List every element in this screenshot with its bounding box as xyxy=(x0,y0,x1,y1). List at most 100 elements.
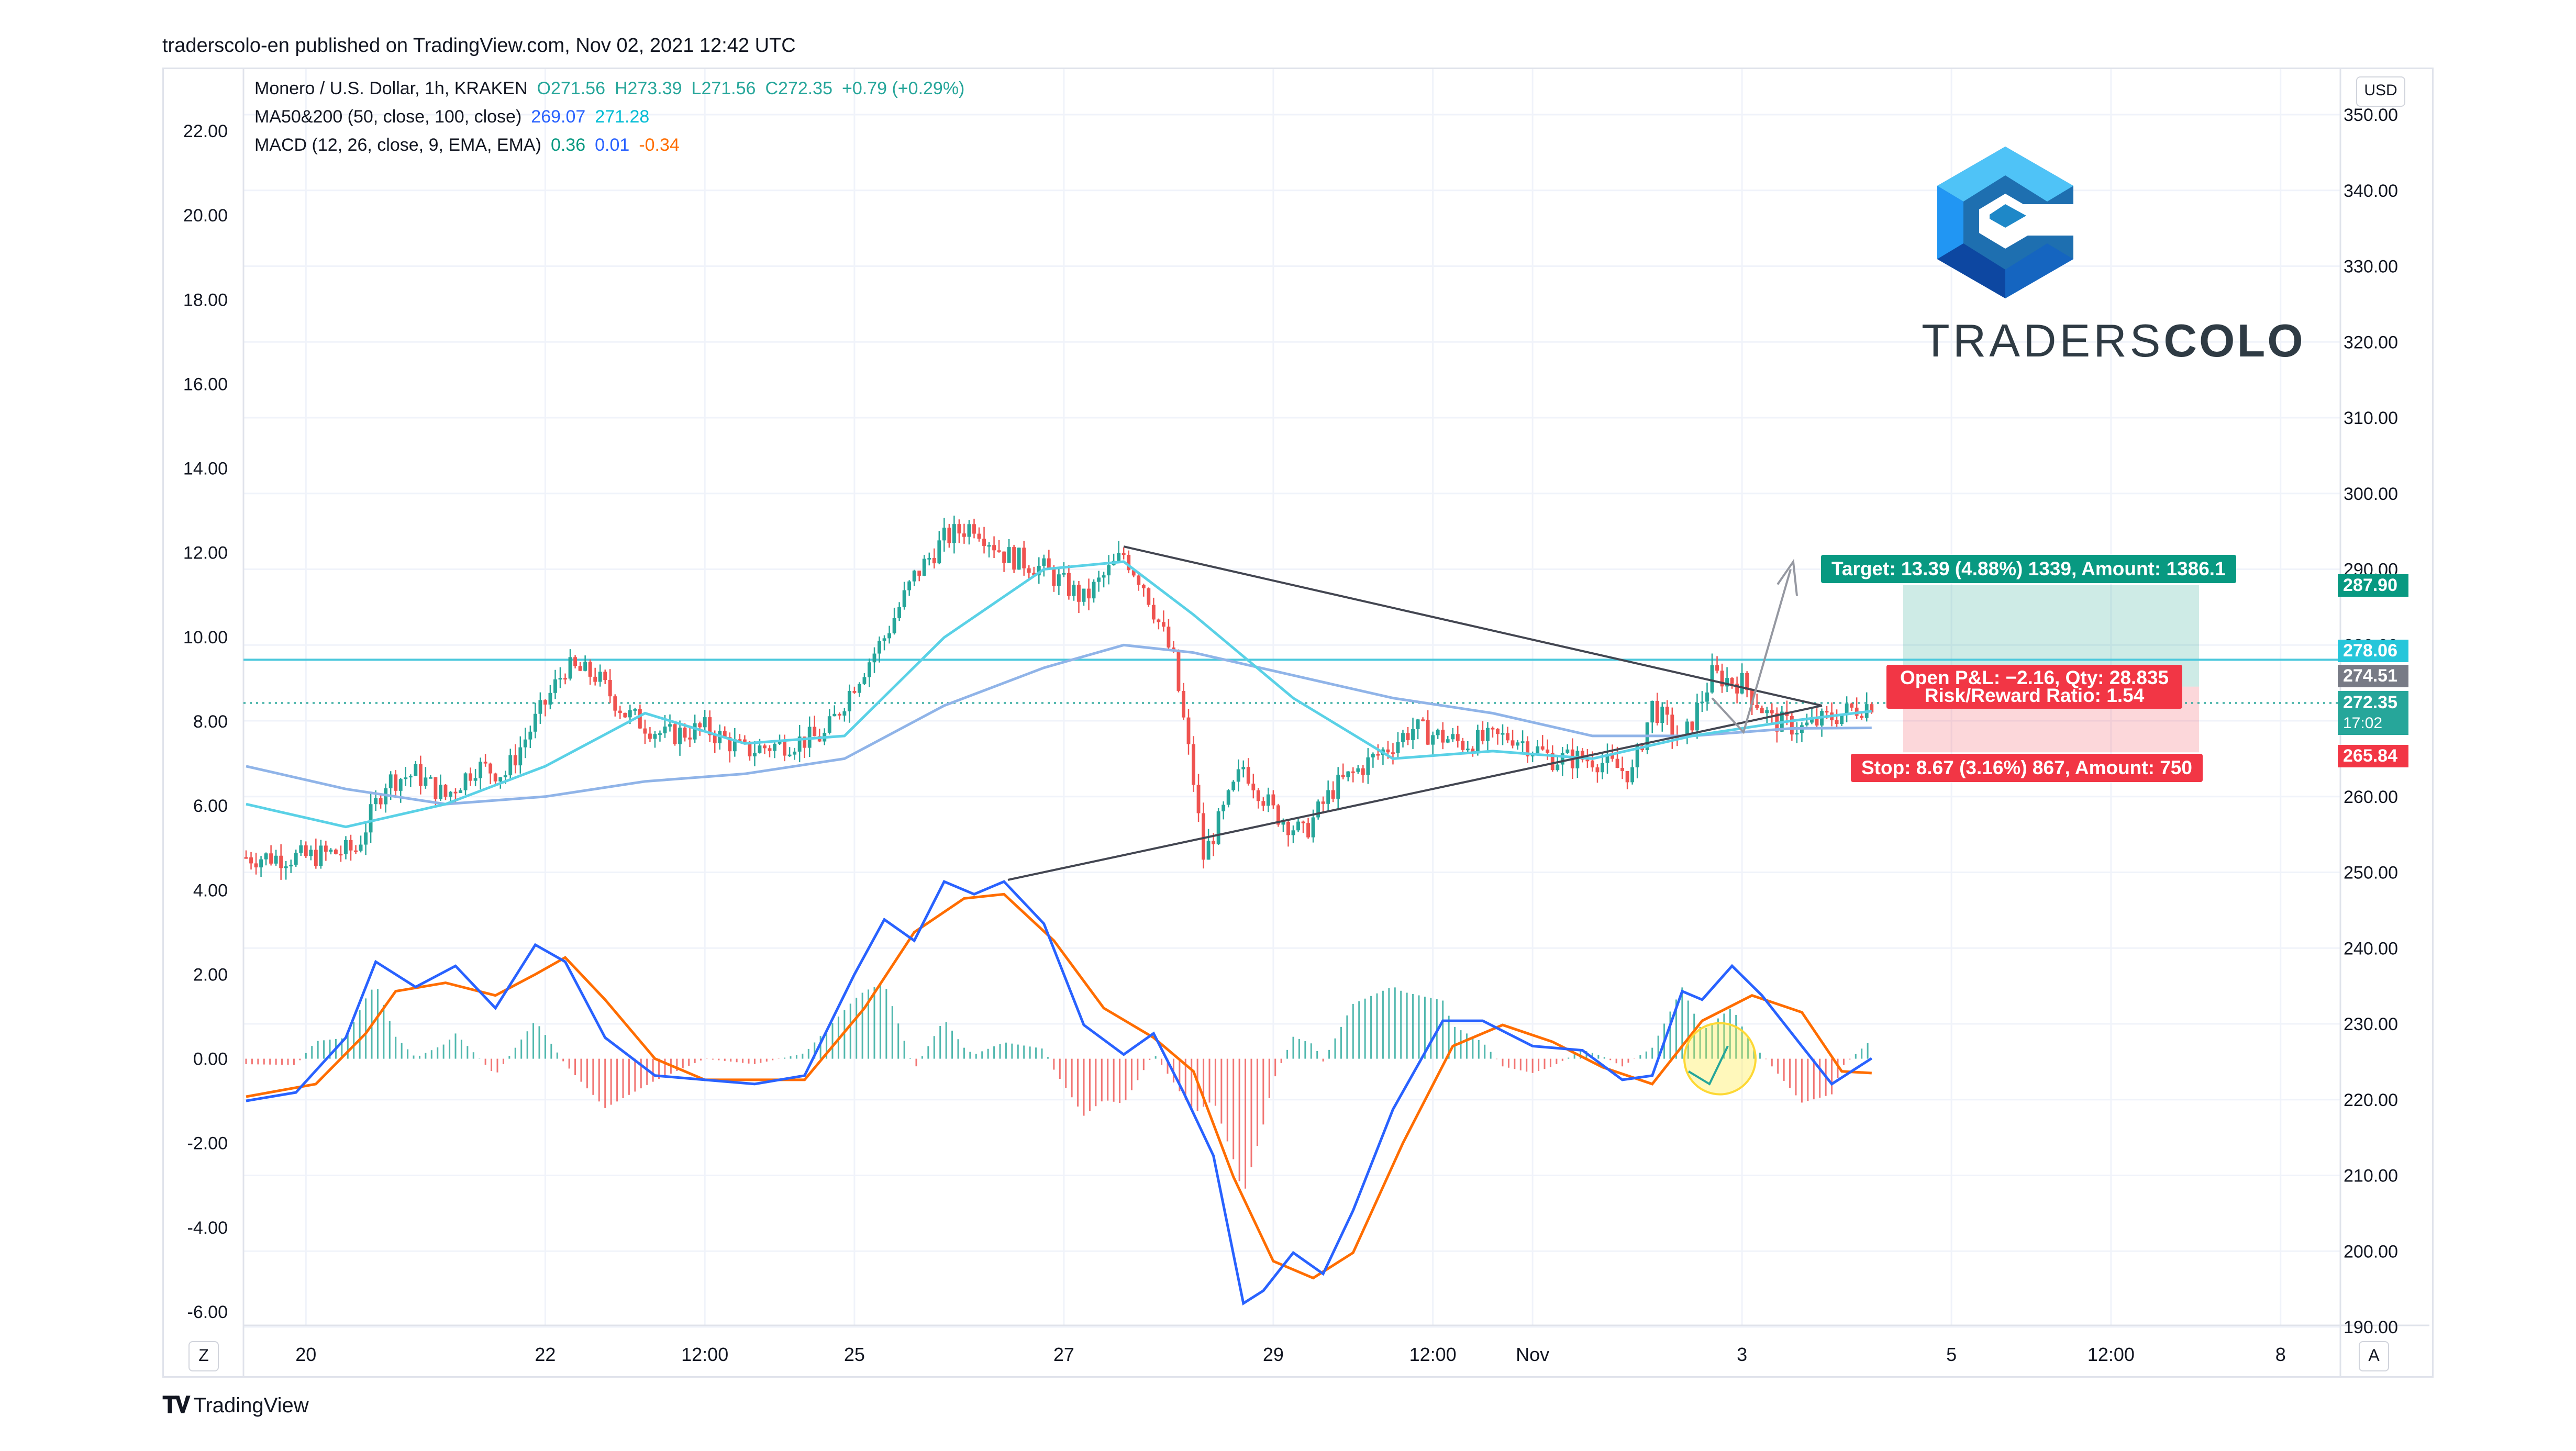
candle-body xyxy=(1426,720,1430,745)
candle-body xyxy=(613,696,617,711)
price-tag-line: 278.06 xyxy=(2338,640,2408,662)
candle-body xyxy=(314,850,318,866)
candle-body xyxy=(1321,801,1325,804)
candle-body xyxy=(1850,704,1854,708)
candle-body xyxy=(827,716,831,733)
price-tag-last: 272.35 17:02 xyxy=(2338,691,2408,735)
candle-body xyxy=(858,684,861,693)
candle-body xyxy=(1396,742,1400,753)
candle-body xyxy=(1147,588,1151,605)
candle-body xyxy=(1151,605,1156,620)
candle-body xyxy=(787,754,792,756)
candle-body xyxy=(1755,705,1759,708)
candle-body xyxy=(1092,582,1096,599)
candle-body xyxy=(1635,745,1639,767)
left-tick-label: -6.00 xyxy=(187,1302,228,1322)
candle-body xyxy=(1027,568,1031,573)
candle-body xyxy=(578,666,582,671)
candle-body xyxy=(439,785,442,799)
candle-body xyxy=(972,524,976,534)
candle-body xyxy=(1436,730,1440,735)
candle-body xyxy=(688,738,692,740)
candle-body xyxy=(1122,553,1126,555)
brand-text-bold: COLO xyxy=(2163,315,2305,366)
candle-body xyxy=(698,723,702,728)
candle-body xyxy=(1655,700,1659,723)
tradingview-logo-icon: 𝐓𝐕 xyxy=(162,1392,190,1418)
left-axis: 22.00 20.00 18.00 16.00 14.00 12.00 10.00 8.00 6… xyxy=(183,121,228,1322)
candle-body xyxy=(319,845,323,866)
auto-scale-a-button[interactable]: A xyxy=(2359,1341,2389,1371)
candle-body xyxy=(1406,733,1410,740)
target-label[interactable]: Target: 13.39 (4.88%) 1339, Amount: 1386… xyxy=(1821,555,2236,583)
tradingview-footer[interactable]: 𝐓𝐕 TradingView xyxy=(162,1392,309,1419)
candle-body xyxy=(1127,554,1131,571)
candle-body xyxy=(1825,711,1829,713)
candle-body xyxy=(1401,733,1405,742)
candle-body xyxy=(618,710,622,713)
candle-body xyxy=(992,545,996,551)
candle-body xyxy=(259,859,263,868)
candle-body xyxy=(1411,729,1415,740)
left-tick-label: -2.00 xyxy=(187,1134,228,1154)
candle-body xyxy=(663,727,667,733)
time-tick-label: 29 xyxy=(1263,1344,1284,1365)
candle-body xyxy=(797,736,802,752)
candle-body xyxy=(1042,558,1046,566)
traderscolo-logo-icon xyxy=(1937,147,2073,298)
candle-body xyxy=(1361,768,1365,775)
right-tick-label: 190.00 xyxy=(2344,1318,2398,1337)
candle-body xyxy=(1196,785,1201,813)
macd-signal-line xyxy=(246,892,1872,1280)
legend-ma-row: MA50&200 (50, close, 100, close) 269.07 27… xyxy=(254,107,659,127)
candle-body xyxy=(842,711,847,716)
candle-body xyxy=(1276,805,1280,825)
legend-change: +0.79 (+0.29%) xyxy=(842,79,965,98)
candle-body xyxy=(304,845,308,856)
candle-body xyxy=(742,739,747,742)
candle-body xyxy=(543,700,547,705)
currency-badge[interactable]: USD xyxy=(2356,76,2405,107)
legend-high: H273.39 xyxy=(615,79,682,98)
legend-macd-label: MACD (12, 26, close, 9, EMA, EMA) xyxy=(254,135,541,155)
candle-body xyxy=(653,734,657,739)
candle-body xyxy=(942,528,946,541)
candle-body xyxy=(1511,740,1515,746)
candle-body xyxy=(1386,749,1390,753)
candle-body xyxy=(1346,771,1350,777)
candle-body xyxy=(1580,751,1584,760)
candle-body xyxy=(1366,757,1370,775)
pnl-label[interactable]: Open P&L: −2.16, Qty: 28.835 Risk/Reward… xyxy=(1886,665,2183,709)
candle-body xyxy=(503,775,507,777)
candle-body xyxy=(1540,746,1545,750)
macd-histogram xyxy=(245,985,1869,1189)
candle-body xyxy=(1231,782,1236,790)
candle-body xyxy=(374,798,378,805)
candle-body xyxy=(1765,710,1769,713)
candle-body xyxy=(1685,721,1689,735)
left-tick-label: 2.00 xyxy=(193,965,228,985)
stop-label[interactable]: Stop: 8.67 (3.16%) 867, Amount: 750 xyxy=(1851,754,2203,782)
candle-body xyxy=(523,739,527,747)
candle-body xyxy=(479,762,483,778)
candle-body xyxy=(952,524,956,543)
auto-scale-z-button[interactable]: Z xyxy=(188,1341,219,1371)
candle-body xyxy=(459,790,462,793)
candle-body xyxy=(1486,728,1490,741)
candle-body xyxy=(1037,565,1041,576)
time-tick-label: 5 xyxy=(1946,1344,1957,1365)
open-pnl-text: Open P&L: −2.16, Qty: 28.835 xyxy=(1900,667,2169,688)
candle-body xyxy=(418,764,423,786)
candle-body xyxy=(1067,573,1071,596)
candle-body xyxy=(738,739,742,741)
candle-body xyxy=(1481,730,1485,741)
candle-body xyxy=(513,755,517,766)
candle-body xyxy=(443,785,448,797)
time-tick-label: 12:00 xyxy=(1409,1344,1457,1365)
candle-body xyxy=(1575,751,1580,768)
candle-body xyxy=(359,844,363,851)
candle-body xyxy=(1296,821,1300,831)
chart-frame[interactable] xyxy=(162,68,2434,1378)
candle-body xyxy=(1475,730,1480,754)
